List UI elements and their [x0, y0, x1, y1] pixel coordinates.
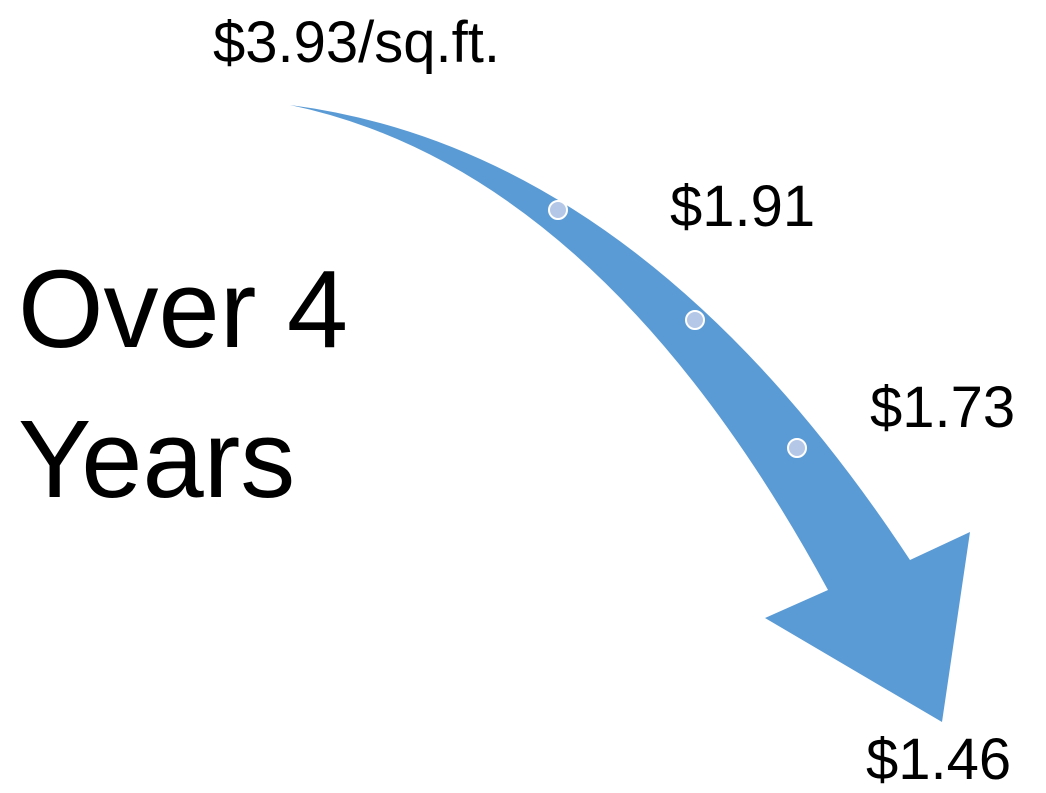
point-dot — [787, 438, 807, 458]
price-label: $3.93/sq.ft. — [213, 10, 500, 75]
price-label: $1.73 — [870, 375, 1016, 440]
price-label: $1.46 — [866, 727, 1012, 792]
price-label: $1.91 — [670, 174, 816, 239]
point-dot — [685, 310, 705, 330]
title: Over 4 Years — [18, 248, 349, 521]
point-dot — [548, 200, 568, 220]
curved-arrow — [290, 105, 970, 722]
